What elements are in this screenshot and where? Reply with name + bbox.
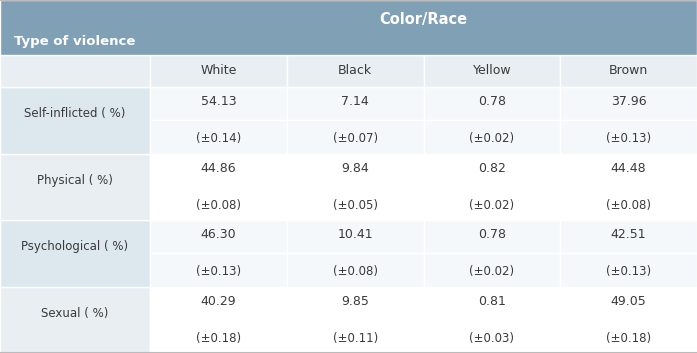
Text: Physical ( %): Physical ( %) xyxy=(37,174,113,187)
Text: (±0.18): (±0.18) xyxy=(196,331,241,345)
Text: Yellow: Yellow xyxy=(473,65,511,78)
Text: (±0.13): (±0.13) xyxy=(196,265,241,278)
Bar xyxy=(0,55,150,87)
Bar xyxy=(286,55,424,87)
Text: (±0.05): (±0.05) xyxy=(332,198,378,211)
Text: 46.30: 46.30 xyxy=(201,228,236,241)
Bar xyxy=(0,287,150,353)
Bar xyxy=(150,253,286,287)
Bar xyxy=(0,87,150,154)
Bar xyxy=(150,187,286,220)
Bar xyxy=(424,320,560,353)
Text: 9.85: 9.85 xyxy=(342,295,369,308)
Bar xyxy=(286,187,424,220)
Bar xyxy=(286,120,424,154)
Text: 54.13: 54.13 xyxy=(201,95,236,108)
Text: (±0.11): (±0.11) xyxy=(332,331,378,345)
Bar xyxy=(150,154,286,187)
Bar xyxy=(560,220,697,253)
Text: Black: Black xyxy=(338,65,372,78)
Bar xyxy=(150,87,286,120)
Bar xyxy=(150,55,286,87)
Bar xyxy=(286,287,424,320)
Bar xyxy=(150,220,286,253)
Bar xyxy=(286,320,424,353)
Bar xyxy=(150,320,286,353)
Text: (±0.07): (±0.07) xyxy=(332,132,378,145)
Text: 49.05: 49.05 xyxy=(611,295,647,308)
Bar xyxy=(286,220,424,253)
Bar xyxy=(560,55,697,87)
Text: (±0.02): (±0.02) xyxy=(469,132,514,145)
Bar xyxy=(424,55,560,87)
Text: 44.48: 44.48 xyxy=(611,162,646,175)
Text: 0.81: 0.81 xyxy=(478,295,506,308)
Text: (±0.02): (±0.02) xyxy=(469,265,514,278)
Text: Color/Race: Color/Race xyxy=(379,12,468,27)
Text: (±0.02): (±0.02) xyxy=(469,198,514,211)
Bar xyxy=(560,120,697,154)
Bar xyxy=(560,287,697,320)
Text: Brown: Brown xyxy=(609,65,648,78)
Bar xyxy=(560,320,697,353)
Bar xyxy=(560,187,697,220)
Bar xyxy=(424,154,560,187)
Bar xyxy=(560,87,697,120)
Text: Type of violence: Type of violence xyxy=(15,35,136,48)
Bar xyxy=(150,120,286,154)
Text: 37.96: 37.96 xyxy=(611,95,646,108)
Bar xyxy=(560,253,697,287)
Text: 7.14: 7.14 xyxy=(342,95,369,108)
Bar xyxy=(424,287,560,320)
Bar xyxy=(424,187,560,220)
Text: Sexual ( %): Sexual ( %) xyxy=(41,307,109,319)
Bar xyxy=(150,287,286,320)
Text: White: White xyxy=(200,65,236,78)
Text: 40.29: 40.29 xyxy=(201,295,236,308)
Text: 42.51: 42.51 xyxy=(611,228,646,241)
Bar xyxy=(424,220,560,253)
Bar xyxy=(0,154,150,220)
Bar xyxy=(560,154,697,187)
Text: 0.82: 0.82 xyxy=(478,162,506,175)
Text: 0.78: 0.78 xyxy=(478,228,506,241)
Text: 44.86: 44.86 xyxy=(201,162,236,175)
Text: (±0.13): (±0.13) xyxy=(606,132,651,145)
Text: (±0.08): (±0.08) xyxy=(196,198,241,211)
Bar xyxy=(0,220,150,287)
Text: (±0.08): (±0.08) xyxy=(606,198,651,211)
Text: 0.78: 0.78 xyxy=(478,95,506,108)
Bar xyxy=(286,253,424,287)
Bar xyxy=(286,87,424,120)
Text: (±0.18): (±0.18) xyxy=(606,331,651,345)
Bar xyxy=(424,120,560,154)
Bar xyxy=(286,154,424,187)
Bar xyxy=(424,87,560,120)
Text: 10.41: 10.41 xyxy=(337,228,373,241)
Text: (±0.14): (±0.14) xyxy=(196,132,241,145)
Text: (±0.08): (±0.08) xyxy=(332,265,378,278)
Bar xyxy=(0,0,697,55)
Text: Psychological ( %): Psychological ( %) xyxy=(22,240,128,253)
Text: Self-inflicted ( %): Self-inflicted ( %) xyxy=(24,107,125,120)
Bar xyxy=(424,253,560,287)
Text: (±0.03): (±0.03) xyxy=(469,331,514,345)
Text: (±0.13): (±0.13) xyxy=(606,265,651,278)
Text: 9.84: 9.84 xyxy=(342,162,369,175)
